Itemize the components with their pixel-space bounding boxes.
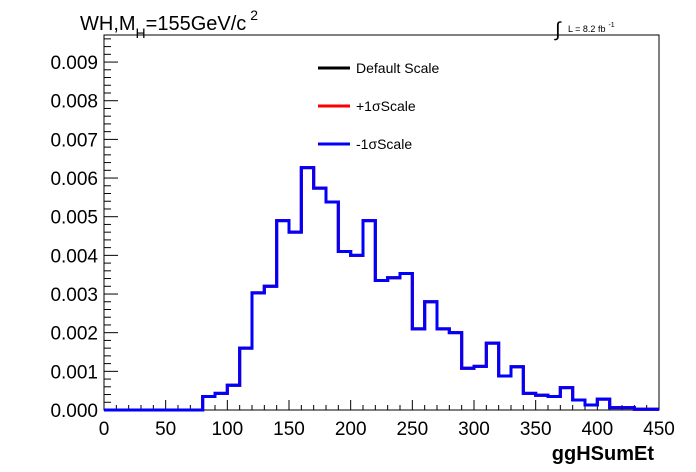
title-value: =155GeV/c [146, 13, 247, 35]
luminosity-superscript: -1 [608, 22, 614, 29]
legend: Default Scale +1σScale -1σScale [318, 60, 439, 152]
chart-title: WH,MH=155GeV/c 2 [80, 7, 258, 41]
histogram-series-line [104, 166, 659, 412]
x-tick-label: 50 [155, 419, 176, 440]
x-tick-label: 350 [520, 419, 552, 440]
x-tick-label: 100 [211, 419, 243, 440]
x-tick-label: 400 [581, 419, 613, 440]
legend-label: -1σScale [356, 136, 412, 152]
x-tick-label: 0 [99, 419, 110, 440]
y-tick-label: 0.008 [50, 92, 98, 113]
x-tick-label: 300 [458, 419, 490, 440]
legend-label: +1σScale [356, 98, 416, 114]
y-tick-label: 0.000 [50, 401, 98, 422]
histogram-series-line [104, 166, 659, 412]
y-tick-label: 0.005 [50, 208, 98, 229]
x-tick-label: 150 [273, 419, 305, 440]
y-tick-label: 0.004 [50, 246, 98, 267]
y-axis: 0.000 0.001 0.002 0.003 0.004 0.005 0.006 0.007… [50, 38, 118, 422]
luminosity-integral-symbol: ∫ [554, 19, 562, 41]
legend-label: Default Scale [356, 60, 439, 76]
y-tick-label: 0.007 [50, 130, 98, 151]
title-subscript: H [136, 25, 146, 41]
luminosity-label: L = 8.2 fb -1 [568, 22, 615, 34]
x-tick-label: 200 [335, 419, 367, 440]
x-tick-label: 450 [643, 419, 675, 440]
title-superscript: 2 [250, 7, 258, 23]
luminosity-text: L = 8.2 fb [568, 24, 605, 34]
y-tick-label: 0.003 [50, 285, 98, 306]
plot-frame [103, 34, 660, 411]
y-tick-label: 0.002 [50, 324, 98, 345]
x-tick-label: 250 [396, 419, 428, 440]
histogram-series-line [104, 166, 659, 412]
series-layer [104, 166, 659, 412]
x-axis-label: ggHSumEt [552, 443, 655, 465]
y-tick-label: 0.001 [50, 362, 98, 383]
title-prefix: WH,M [80, 13, 136, 35]
y-tick-label: 0.009 [50, 53, 98, 74]
y-tick-label: 0.006 [50, 169, 98, 190]
